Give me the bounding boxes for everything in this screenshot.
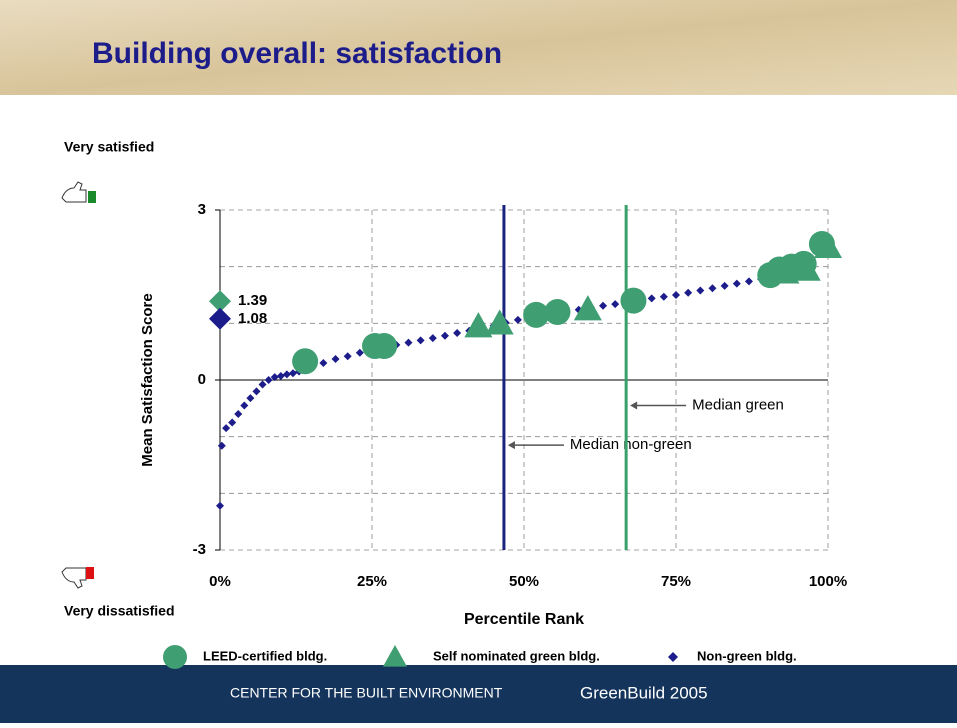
point [258, 380, 267, 389]
mean-marker [209, 307, 231, 330]
point [672, 291, 680, 299]
point [453, 328, 462, 337]
point [216, 501, 224, 510]
point [276, 372, 285, 381]
point [790, 250, 817, 277]
point [708, 284, 717, 293]
mean-marker [209, 290, 231, 313]
footer [0, 665, 957, 723]
point [228, 418, 237, 427]
point [428, 334, 437, 343]
y-tick-label: 3 [198, 201, 206, 218]
y-tick-label: -3 [193, 541, 206, 558]
footer-event: GreenBuild 2005 [580, 683, 708, 702]
mean-label: 1.39 [238, 292, 267, 309]
point [659, 292, 668, 301]
point [684, 288, 693, 297]
point [252, 387, 261, 396]
point [331, 355, 340, 364]
title: Building overall: satisfaction [92, 37, 502, 70]
point [404, 338, 413, 347]
point [264, 376, 273, 384]
header [0, 0, 957, 95]
point [440, 331, 449, 340]
x-tick-label: 75% [661, 573, 691, 590]
point [240, 401, 249, 410]
legend-label: LEED-certified bldg. [203, 648, 327, 663]
point [544, 299, 571, 325]
legend-marker [383, 645, 407, 667]
point [513, 315, 522, 324]
point [319, 359, 328, 367]
point [355, 348, 364, 357]
point [732, 279, 741, 288]
x-tick-label: 50% [509, 573, 539, 590]
point [647, 294, 656, 303]
point [485, 309, 514, 335]
point [523, 301, 550, 328]
legend-label: Self nominated green bldg. [433, 648, 600, 663]
point [282, 370, 291, 379]
x-tick-label: 100% [809, 573, 847, 590]
point [371, 333, 398, 359]
point [343, 352, 352, 361]
point [217, 441, 226, 450]
point [620, 287, 647, 314]
point [599, 301, 608, 310]
legend-marker [668, 652, 678, 662]
x-axis-label: Percentile Rank [464, 611, 584, 628]
legend-label: Non-green bldg. [697, 648, 797, 663]
median-label: Median non-green [570, 436, 692, 453]
mean-label: 1.08 [238, 310, 267, 327]
point [464, 312, 493, 338]
point [222, 424, 231, 433]
y-tick-label: 0 [198, 371, 206, 388]
point [696, 286, 705, 295]
point [744, 277, 753, 286]
thumb-down-icon [61, 567, 94, 589]
median-arrowhead [630, 401, 638, 410]
point [270, 373, 279, 382]
x-tick-label: 0% [209, 573, 231, 590]
point [416, 336, 425, 345]
point [234, 410, 243, 418]
point [720, 281, 729, 290]
x-tick-label: 25% [357, 573, 387, 590]
bottom-label: Very dissatisfied [64, 603, 175, 619]
point [808, 231, 835, 257]
median-label: Median green [692, 396, 784, 413]
footer-org: CENTER FOR THE BUILT ENVIRONMENT [230, 685, 503, 701]
top-label: Very satisfied [64, 139, 154, 155]
thumb-up-icon [61, 181, 96, 203]
legend-marker [163, 645, 187, 669]
point [246, 394, 255, 403]
point [573, 295, 602, 321]
point [611, 300, 620, 309]
point [292, 348, 319, 375]
y-axis-label: Mean Satisfaction Score [139, 293, 156, 466]
point [288, 369, 297, 378]
median-arrowhead [507, 441, 515, 450]
